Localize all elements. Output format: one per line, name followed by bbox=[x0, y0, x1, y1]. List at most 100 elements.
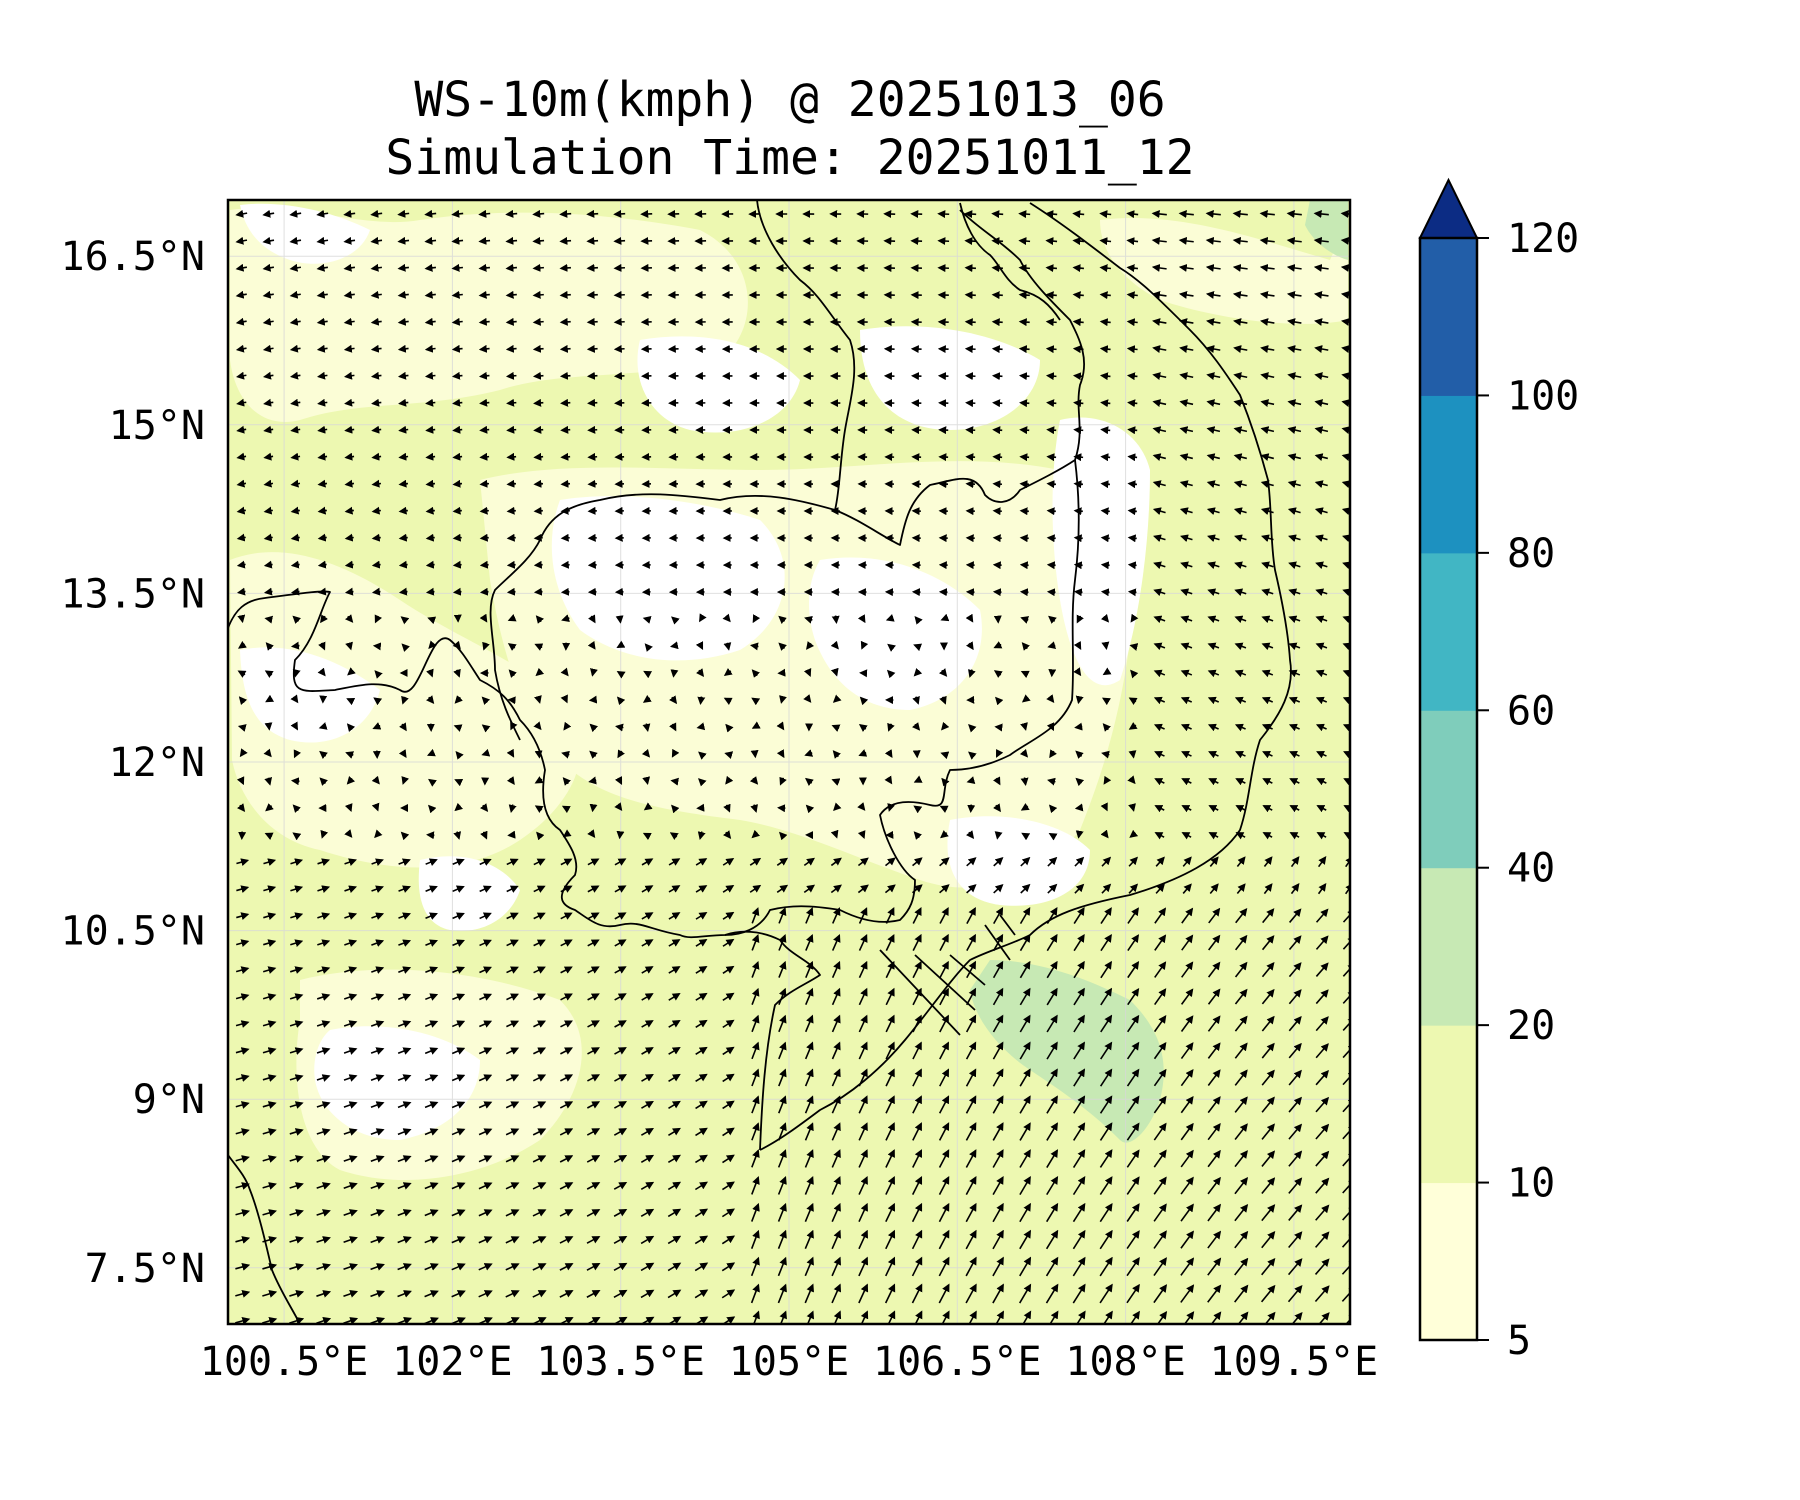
wind-arrow bbox=[536, 831, 545, 841]
wind-arrow bbox=[641, 858, 654, 866]
wind-arrow bbox=[262, 263, 275, 272]
wind-arrow bbox=[1072, 210, 1085, 219]
wind-arrow bbox=[1233, 453, 1247, 461]
wind-arrow bbox=[1073, 907, 1085, 925]
wind-arrow bbox=[587, 966, 600, 974]
wind-arrow bbox=[320, 614, 328, 624]
wind-arrow bbox=[235, 290, 247, 299]
wind-arrow bbox=[1180, 669, 1193, 678]
wind-arrow bbox=[1259, 291, 1275, 299]
wind-arrow bbox=[1209, 856, 1219, 867]
wind-arrow bbox=[398, 506, 408, 515]
wind-arrow bbox=[750, 804, 758, 813]
wind-arrow bbox=[1153, 561, 1166, 570]
wind-arrow bbox=[1021, 642, 1030, 651]
wind-arrow bbox=[1100, 960, 1112, 979]
wind-arrow bbox=[1180, 696, 1193, 705]
wind-arrow bbox=[641, 966, 654, 974]
wind-arrow bbox=[803, 694, 812, 703]
wind-arrow bbox=[589, 723, 599, 733]
colorbar-tick-label: 100 bbox=[1507, 373, 1579, 419]
wind-arrow bbox=[1260, 507, 1274, 516]
wind-arrow bbox=[1019, 453, 1030, 462]
wind-arrow bbox=[534, 805, 544, 813]
wind-arrow bbox=[1315, 534, 1328, 543]
wind-arrow bbox=[723, 803, 731, 813]
wind-arrow bbox=[1288, 962, 1302, 978]
wind-arrow bbox=[317, 912, 331, 920]
wind-arrow bbox=[290, 858, 304, 867]
wind-arrow bbox=[370, 263, 383, 272]
wind-arrow bbox=[1151, 291, 1167, 299]
wind-arrow bbox=[831, 778, 841, 786]
wind-arrow bbox=[374, 614, 382, 624]
wind-arrow bbox=[964, 318, 976, 327]
wind-arrow bbox=[1154, 778, 1165, 786]
wind-arrow bbox=[616, 830, 625, 840]
wind-arrow bbox=[668, 993, 681, 1001]
wind-arrow bbox=[1179, 318, 1194, 326]
wind-arrow bbox=[699, 613, 707, 623]
wind-arrow bbox=[857, 802, 866, 811]
wind-arrow bbox=[479, 912, 492, 920]
wind-arrow bbox=[397, 290, 409, 299]
wind-arrow bbox=[1018, 210, 1031, 219]
wind-arrow bbox=[370, 236, 383, 245]
wind-arrow bbox=[1047, 777, 1056, 786]
wind-arrow bbox=[992, 399, 1003, 408]
wind-arrow bbox=[751, 987, 760, 1005]
wind-arrow bbox=[370, 209, 383, 218]
wind-arrow bbox=[778, 934, 787, 951]
wind-arrow bbox=[560, 966, 573, 974]
wind-arrow bbox=[452, 506, 462, 515]
wind-arrow bbox=[641, 939, 654, 947]
wind-arrow bbox=[1152, 426, 1167, 434]
wind-arrow bbox=[1207, 561, 1220, 570]
wind-arrow bbox=[1208, 778, 1219, 786]
wind-arrow bbox=[1045, 264, 1057, 273]
wind-arrow bbox=[451, 317, 463, 326]
wind-arrow bbox=[885, 907, 895, 924]
wind-arrow bbox=[343, 344, 355, 353]
wind-arrow bbox=[1262, 750, 1273, 759]
wind-arrow bbox=[1045, 291, 1057, 300]
wind-arrow bbox=[1207, 696, 1220, 705]
wind-arrow bbox=[506, 506, 516, 515]
wind-arrow bbox=[452, 479, 463, 488]
wind-arrow bbox=[236, 776, 245, 786]
wind-arrow bbox=[1287, 345, 1302, 353]
wind-arrow bbox=[1205, 209, 1221, 218]
wind-arrow bbox=[344, 885, 358, 893]
wind-arrow bbox=[371, 506, 381, 515]
wind-arrow bbox=[344, 425, 355, 434]
wind-arrow bbox=[1019, 748, 1029, 758]
wind-arrow bbox=[669, 722, 677, 732]
wind-arrow bbox=[263, 560, 273, 569]
wind-arrow bbox=[1235, 832, 1246, 840]
wind-arrow bbox=[425, 425, 436, 434]
wind-arrow bbox=[506, 966, 519, 974]
wind-arrow bbox=[264, 722, 273, 731]
wind-arrow bbox=[1130, 613, 1139, 623]
wind-arrow bbox=[1073, 534, 1083, 543]
wind-arrow bbox=[831, 724, 841, 732]
wind-arrow bbox=[695, 885, 708, 893]
wind-arrow bbox=[1287, 480, 1301, 488]
wind-arrow bbox=[532, 209, 545, 218]
wind-arrow bbox=[964, 291, 976, 300]
wind-arrow bbox=[1288, 908, 1302, 923]
wind-arrow bbox=[562, 829, 572, 838]
wind-arrow bbox=[343, 317, 355, 326]
wind-arrow bbox=[616, 640, 626, 649]
wind-arrow bbox=[507, 614, 517, 622]
wind-arrow bbox=[506, 858, 519, 866]
wind-arrow bbox=[479, 533, 489, 542]
wind-arrow bbox=[452, 425, 463, 434]
wind-arrow bbox=[425, 993, 439, 1001]
wind-arrow bbox=[345, 751, 355, 759]
wind-arrow bbox=[858, 723, 868, 732]
wind-arrow bbox=[237, 803, 246, 812]
wind-arrow bbox=[290, 398, 301, 407]
wind-arrow bbox=[993, 907, 1004, 924]
wind-arrow bbox=[1232, 291, 1248, 299]
